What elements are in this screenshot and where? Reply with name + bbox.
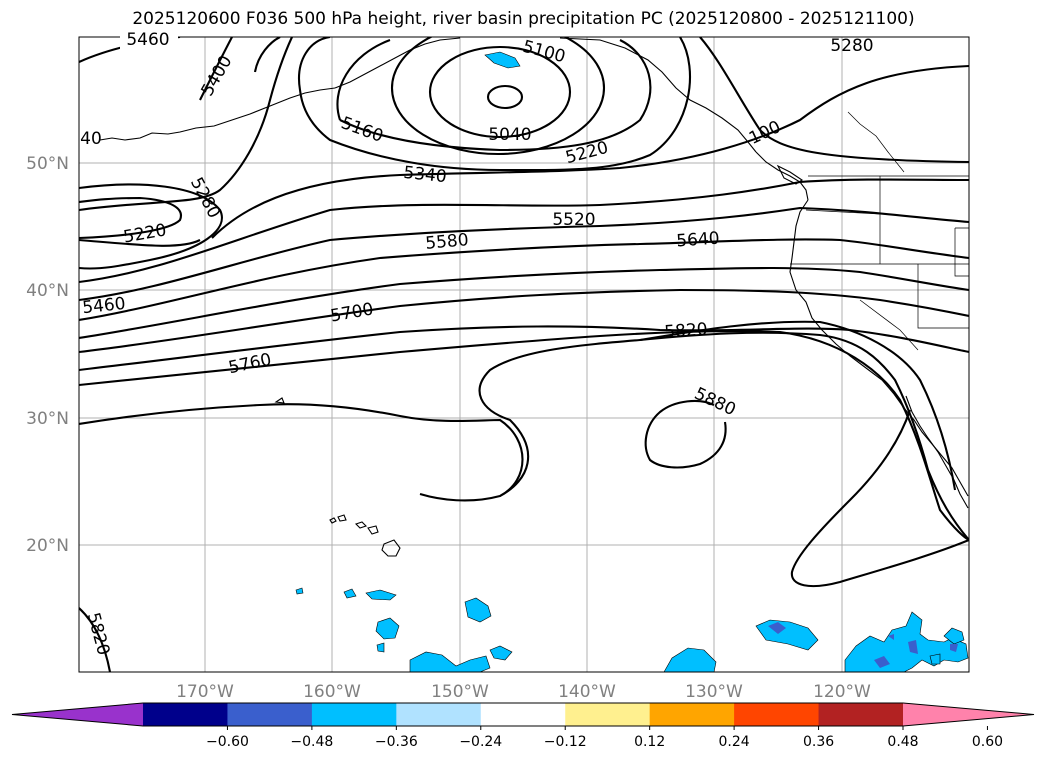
lon-label-130w: 130°W <box>685 682 743 702</box>
colorbar-tick-label: −0.36 <box>375 734 418 750</box>
precipitation-fill <box>295 51 969 672</box>
lon-label-170w: 170°W <box>176 682 234 702</box>
colorbar-segment <box>143 703 228 726</box>
colorbar-tick-label: −0.60 <box>206 734 249 750</box>
precipitation-fill-strong <box>768 622 958 668</box>
colorbar-extension-high <box>903 703 1034 726</box>
colorbar-tick-label: −0.48 <box>290 734 333 750</box>
lat-label-30n: 30°N <box>26 409 69 429</box>
colorbar-tick-label: 0.60 <box>972 734 1003 750</box>
colorbar-tick-label: 0.36 <box>803 734 834 750</box>
contour-label: 5640 <box>676 229 721 252</box>
colorbar-tick-label: −0.12 <box>544 734 587 750</box>
colorbar-outline <box>11 702 1035 727</box>
colorbar-segment <box>311 703 397 726</box>
map-area <box>79 37 969 672</box>
contour-label: 40 <box>80 129 102 149</box>
longitude-labels: 170°W 160°W 150°W 140°W 130°W 120°W <box>176 682 871 702</box>
contour-label: 5520 <box>552 210 595 230</box>
colorbar: −0.60 −0.48 −0.36 −0.24 −0.12 0.12 0.24 0.36 0.4… <box>11 702 1035 750</box>
contour-labels: 5460 5400 5100 5280 5040 5160 5220 5340 … <box>80 30 874 657</box>
map-frame <box>78 36 970 673</box>
height-contours <box>79 37 969 672</box>
contour-label: 5580 <box>425 230 470 254</box>
colorbar-tick-label: −0.24 <box>459 734 502 750</box>
contour-label: 5460 <box>81 294 126 318</box>
contour-label: 5040 <box>488 125 531 145</box>
contour-label: 5460 <box>126 30 169 50</box>
colorbar-segment <box>818 703 904 726</box>
lon-label-140w: 140°W <box>558 682 616 702</box>
contour-label: 5280 <box>830 36 873 56</box>
colorbar-tick-label: 0.48 <box>887 734 918 750</box>
colorbar-segment <box>396 703 482 726</box>
colorbar-extension-low <box>12 703 143 726</box>
contour-label: 5820 <box>664 320 709 343</box>
colorbar-tick-label: 0.12 <box>634 734 665 750</box>
lat-label-40n: 40°N <box>26 281 69 301</box>
latitude-labels: 50°N 40°N 30°N 20°N <box>26 154 69 556</box>
lon-label-160w: 160°W <box>303 682 361 702</box>
lon-label-120w: 120°W <box>813 682 871 702</box>
colorbar-segment <box>649 703 735 726</box>
colorbar-tick-label: 0.24 <box>719 734 750 750</box>
lat-label-50n: 50°N <box>26 154 69 174</box>
colorbar-segment <box>565 703 651 726</box>
lat-label-20n: 20°N <box>26 536 69 556</box>
colorbar-segment <box>480 703 566 726</box>
map-title: 2025120600 F036 500 hPa height, river ba… <box>132 9 915 29</box>
contour-label: 5340 <box>402 163 447 187</box>
colorbar-segment <box>227 703 313 726</box>
lon-label-150w: 150°W <box>431 682 489 702</box>
colorbar-segment <box>734 703 820 726</box>
